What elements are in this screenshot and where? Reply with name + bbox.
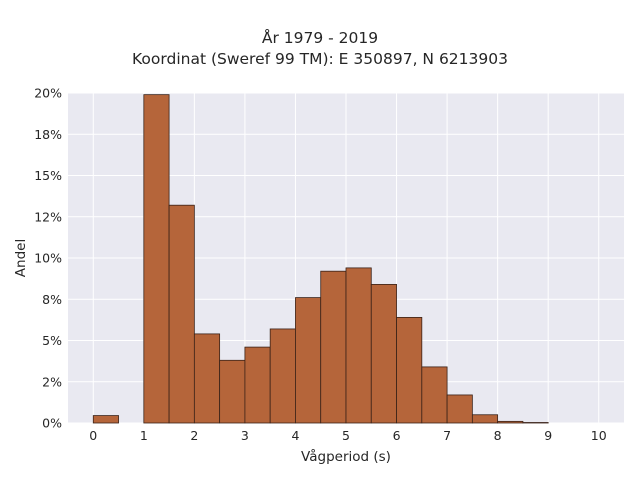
histogram-bar — [522, 422, 549, 424]
y-tick-label: 0% — [42, 416, 62, 431]
histogram-bar — [168, 204, 195, 424]
histogram-bar — [471, 414, 499, 424]
histogram-bar — [320, 270, 347, 424]
histogram-bar — [193, 333, 221, 424]
x-tick-label: 4 — [291, 428, 299, 443]
y-axis-label: Andel — [13, 239, 29, 277]
chart-title: År 1979 - 2019 — [261, 29, 379, 47]
histogram-bar — [92, 415, 119, 424]
histogram-bar — [219, 359, 246, 424]
histogram-bar — [345, 267, 372, 424]
histogram-bar — [269, 328, 296, 424]
x-tick-label: 7 — [443, 428, 451, 443]
x-tick-label: 0 — [89, 428, 97, 443]
y-tick-label: 12% — [34, 209, 62, 224]
x-tick-label: 9 — [544, 428, 552, 443]
x-tick-label: 2 — [190, 428, 198, 443]
x-tick-label: 6 — [393, 428, 401, 443]
histogram-bar — [244, 346, 271, 424]
histogram-bar — [143, 94, 170, 424]
x-tick-label: 5 — [342, 428, 350, 443]
histogram-bar — [396, 316, 423, 424]
histogram-bar — [446, 394, 473, 424]
y-tick-label: 10% — [34, 251, 62, 266]
x-tick-label: 10 — [591, 428, 607, 443]
chart-subtitle: Koordinat (Sweref 99 TM): E 350897, N 62… — [132, 50, 508, 68]
y-tick-label: 18% — [34, 127, 62, 142]
y-tick-label: 20% — [34, 86, 62, 101]
y-axis-ticks: 0% 2% 5% 8% 10% 12% 15% 18% 20% — [34, 86, 62, 431]
x-axis-ticks: 0 1 2 3 4 5 6 7 8 9 10 — [89, 428, 606, 443]
y-tick-label: 2% — [42, 374, 62, 389]
y-tick-label: 15% — [34, 168, 62, 183]
histogram-bar — [295, 297, 322, 424]
histogram-bar — [370, 283, 397, 424]
x-tick-label: 8 — [494, 428, 502, 443]
x-axis-label: Vågperiod (s) — [301, 448, 391, 465]
y-tick-label: 5% — [42, 333, 62, 348]
x-tick-label: 3 — [241, 428, 249, 443]
x-tick-label: 1 — [140, 428, 148, 443]
histogram-bar — [497, 420, 524, 424]
y-tick-label: 8% — [42, 292, 62, 307]
histogram-bar — [421, 366, 448, 424]
bars — [92, 94, 549, 424]
